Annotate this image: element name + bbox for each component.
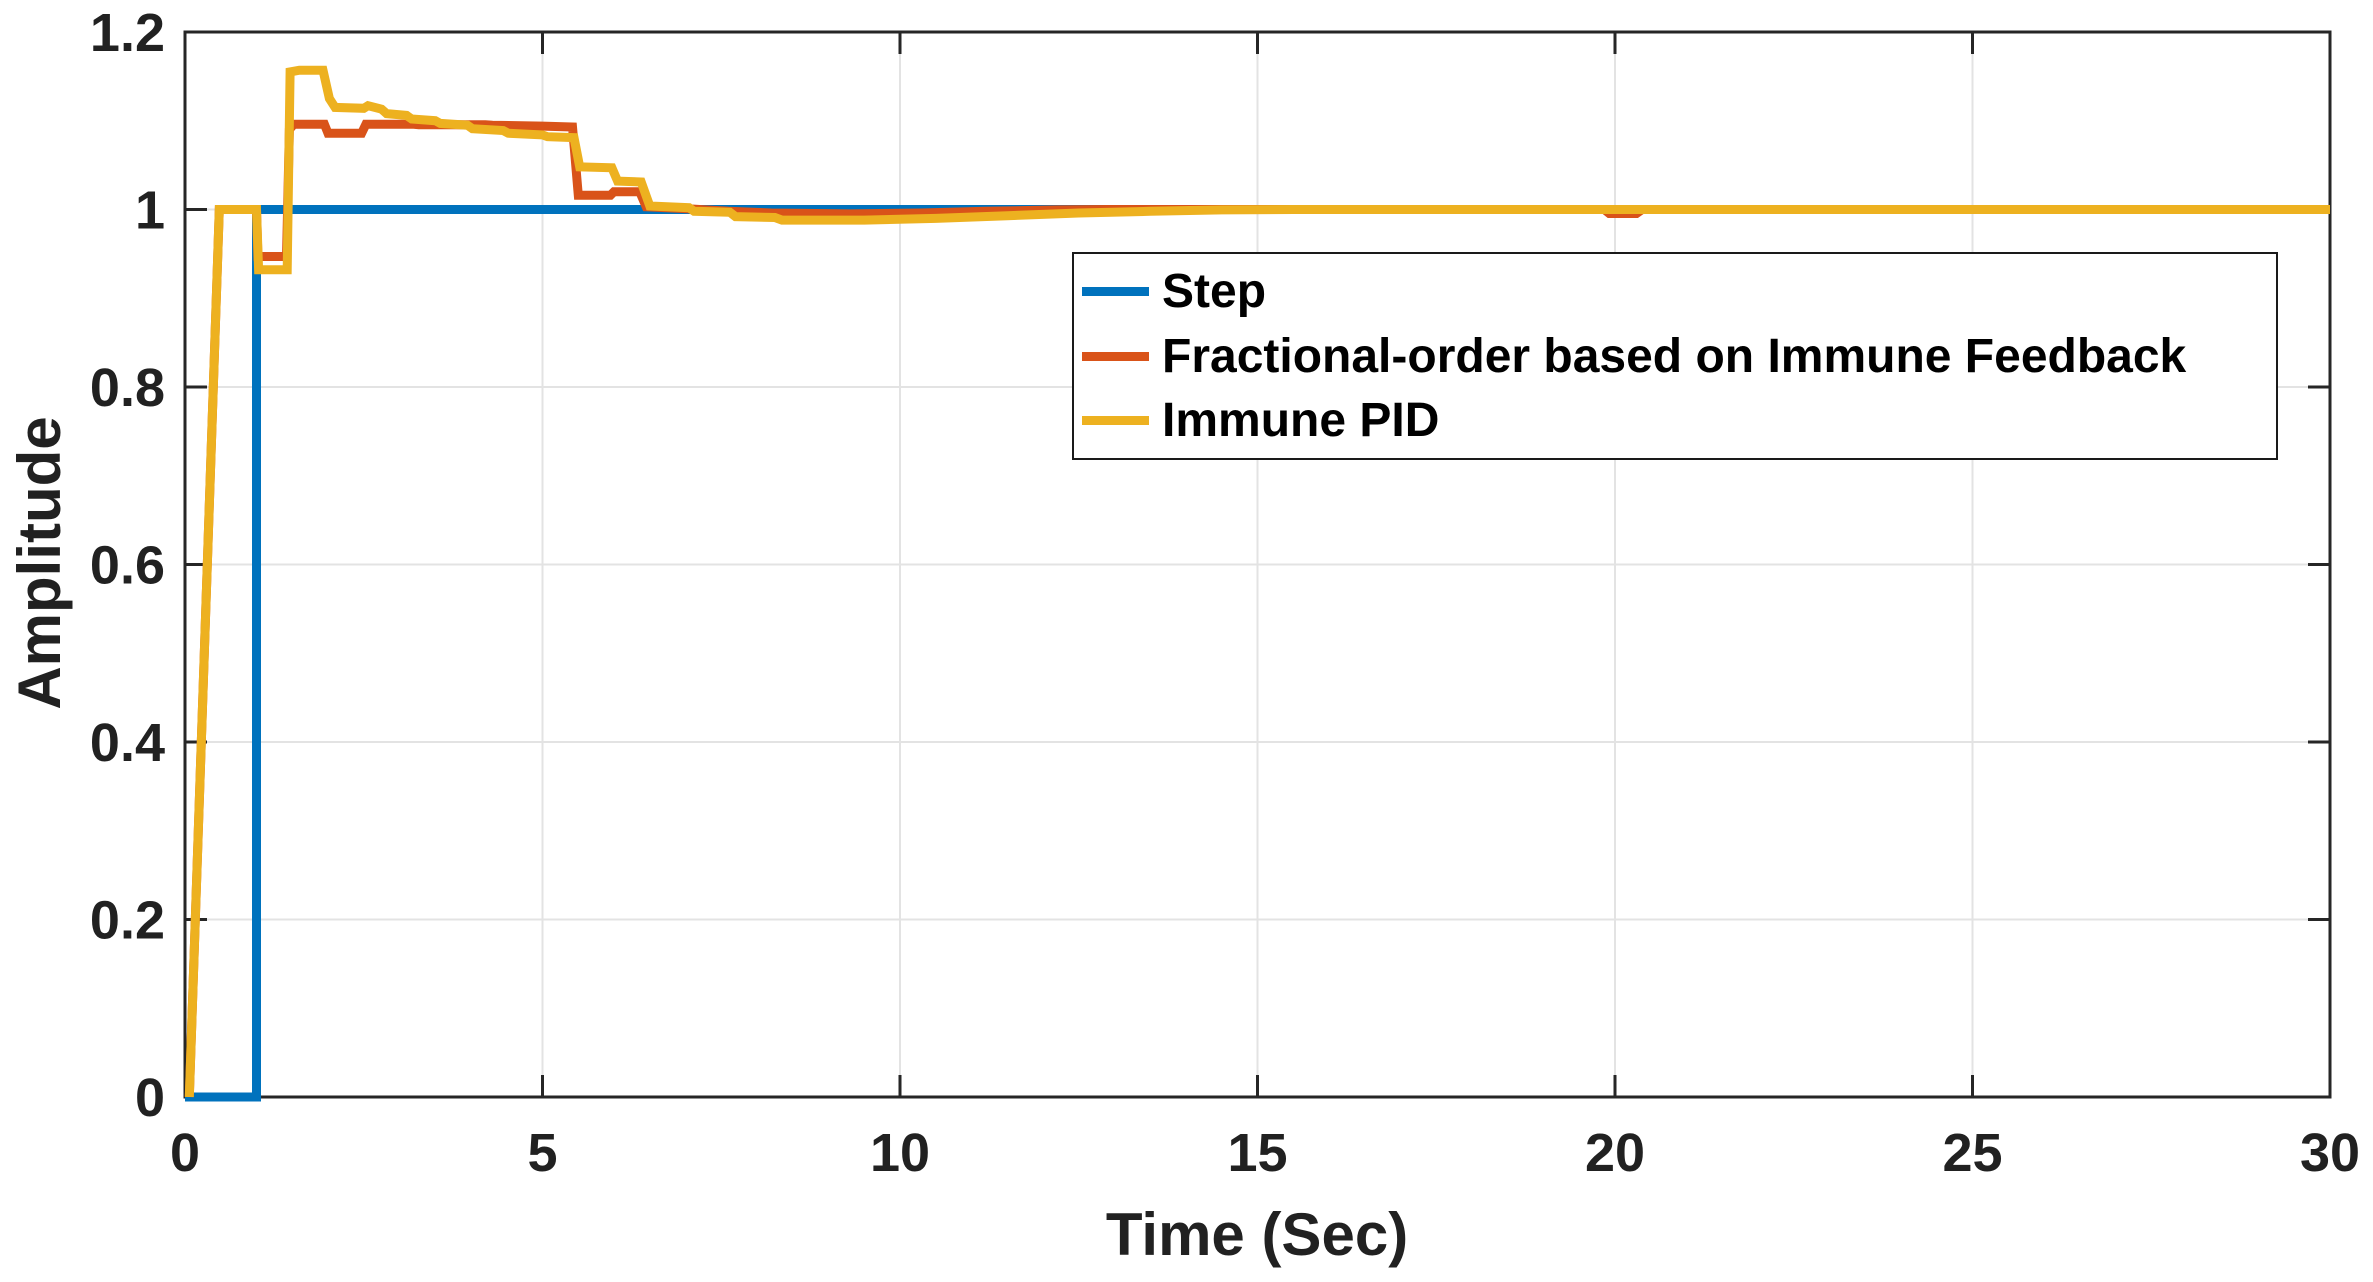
x-tick-label-5: 5	[527, 1123, 557, 1183]
legend-item-fractional-order: Fractional-order based on Immune Feedbac…	[1082, 329, 2276, 384]
x-tick-label-25: 25	[1942, 1123, 2002, 1183]
legend-item-immune-pid: Immune PID	[1082, 393, 2276, 448]
y-tick-label-0.8: 0.8	[90, 358, 165, 418]
legend-line-sample-immune-pid	[1082, 416, 1149, 426]
legend-line-sample-fractional-order	[1082, 351, 1149, 361]
y-tick-label-0.4: 0.4	[90, 713, 165, 773]
y-tick-label-1: 1	[135, 181, 165, 241]
legend-label: Fractional-order based on Immune Feedbac…	[1162, 329, 2187, 383]
legend-label: Step	[1162, 264, 1267, 318]
x-tick-label-30: 30	[2300, 1123, 2360, 1183]
x-tick-label-15: 15	[1227, 1123, 1287, 1183]
legend-label: Immune PID	[1162, 394, 1440, 448]
x-tick-label-20: 20	[1585, 1123, 1645, 1183]
y-tick-label-0: 0	[135, 1068, 165, 1128]
y-tick-label-1.2: 1.2	[90, 3, 165, 63]
legend: Step Fractional-order based on Immune Fe…	[1072, 252, 2278, 460]
y-axis-label: Amplitude	[6, 416, 73, 710]
series-line-immune-pid	[184, 65, 2330, 1098]
legend-line-sample-step	[1082, 286, 1149, 296]
x-tick-label-10: 10	[870, 1123, 930, 1183]
x-axis-label: Time (Sec)	[1105, 1201, 1409, 1268]
y-tick-label-0.6: 0.6	[90, 536, 165, 596]
legend-item-step: Step	[1082, 264, 2276, 319]
y-tick-label-0.2: 0.2	[90, 891, 165, 951]
x-tick-label-0: 0	[170, 1123, 200, 1183]
